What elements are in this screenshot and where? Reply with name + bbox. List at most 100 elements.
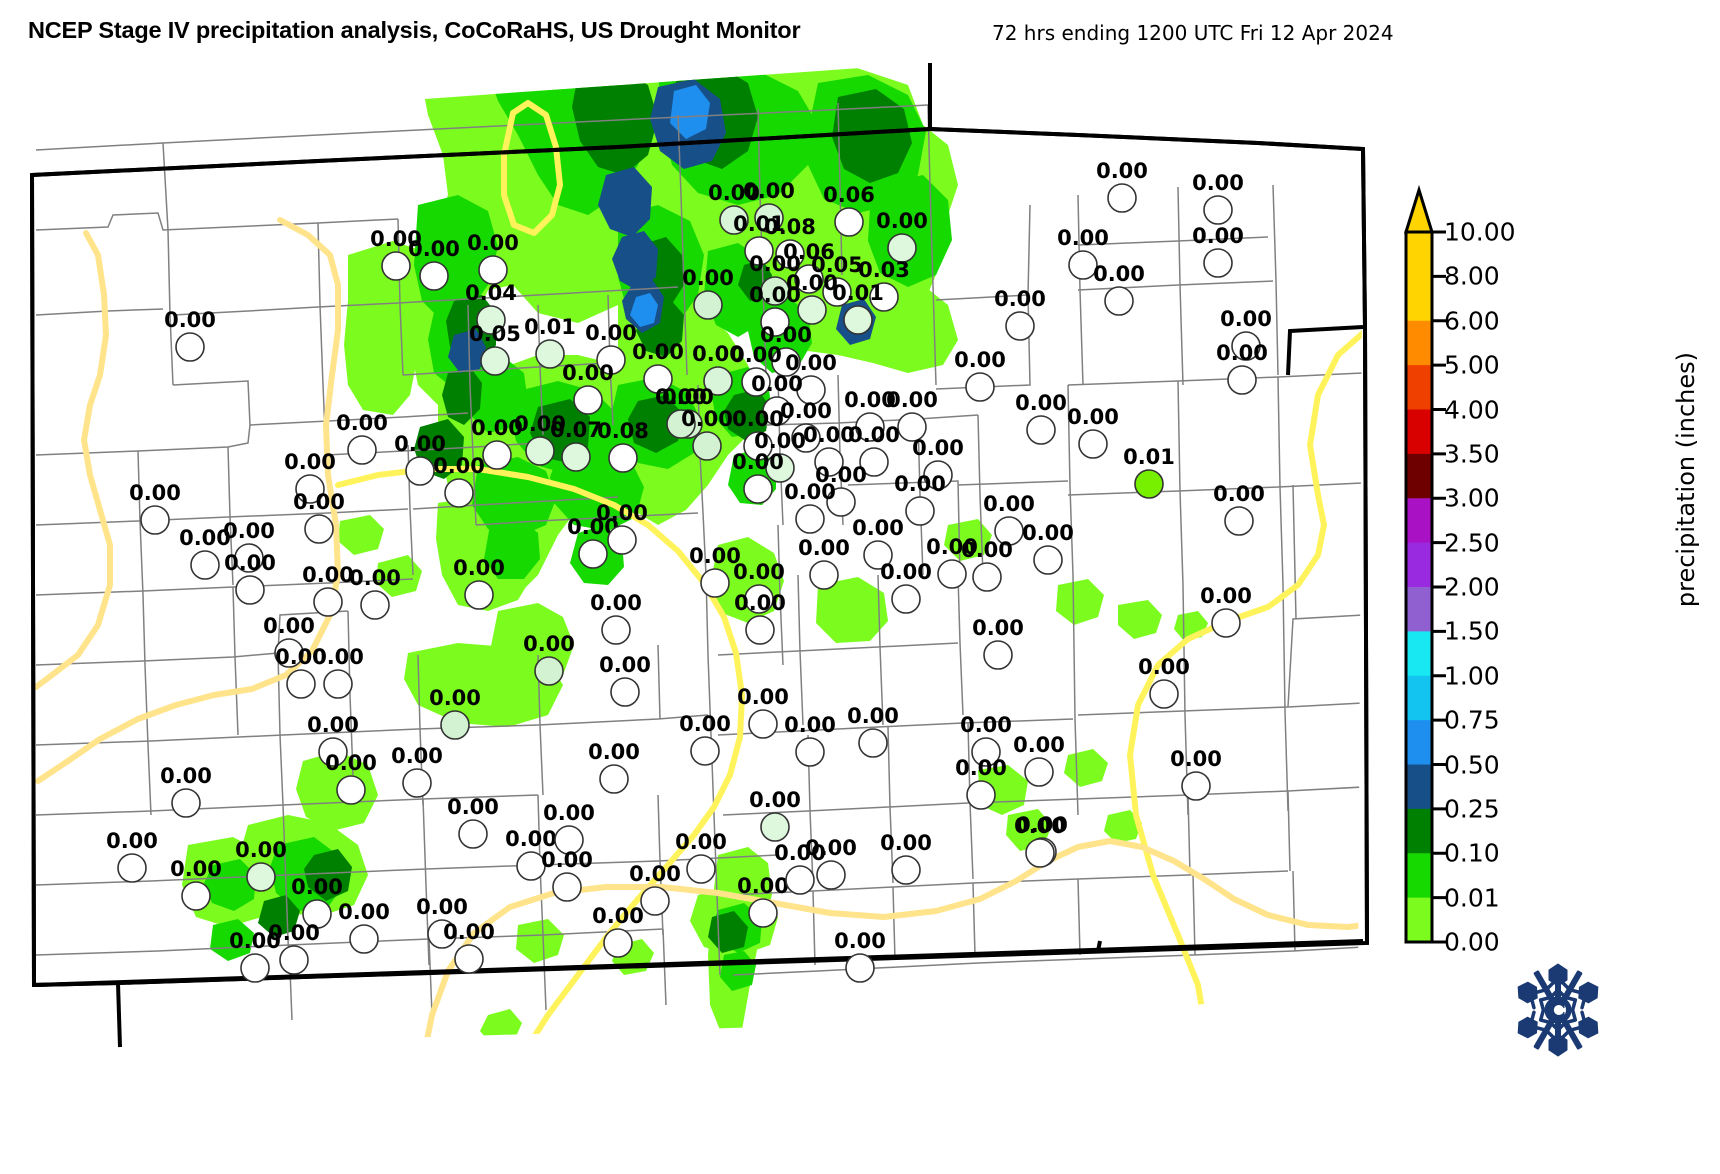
station-marker[interactable]: 0.00 bbox=[880, 831, 932, 885]
station-marker[interactable]: 0.00 bbox=[585, 321, 637, 375]
station-marker[interactable]: 0.00 bbox=[675, 830, 727, 884]
station-marker[interactable]: 0.00 bbox=[179, 526, 231, 580]
station-marker[interactable]: 0.00 bbox=[780, 399, 832, 453]
station-marker[interactable]: 0.00 bbox=[983, 492, 1035, 546]
station-marker[interactable]: 0.00 bbox=[749, 252, 801, 306]
station-marker[interactable]: 0.00 bbox=[708, 181, 760, 235]
station-marker[interactable]: 0.00 bbox=[1096, 159, 1148, 213]
station-marker[interactable]: 0.00 bbox=[1200, 584, 1252, 638]
station-marker[interactable]: 0.00 bbox=[815, 463, 867, 517]
station-marker[interactable]: 0.00 bbox=[471, 416, 523, 470]
station-marker[interactable]: 0.00 bbox=[370, 227, 422, 281]
station-marker[interactable]: 0.00 bbox=[394, 432, 446, 486]
station-marker[interactable]: 0.00 bbox=[567, 515, 619, 569]
station-marker[interactable]: 0.00 bbox=[784, 480, 836, 534]
station-marker[interactable]: 0.00 bbox=[1192, 224, 1244, 278]
station-marker[interactable]: 0.00 bbox=[391, 744, 443, 798]
station-marker[interactable]: 0.00 bbox=[743, 179, 795, 233]
station-marker[interactable]: 0.00 bbox=[852, 516, 904, 570]
station-marker[interactable]: 0.00 bbox=[834, 929, 886, 983]
station-marker[interactable]: 0.05 bbox=[469, 322, 521, 376]
station-marker[interactable]: 0.00 bbox=[760, 323, 812, 377]
station-marker[interactable]: 0.05 bbox=[811, 253, 863, 307]
station-marker[interactable]: 0.00 bbox=[912, 436, 964, 490]
station-marker[interactable]: 0.00 bbox=[751, 372, 803, 426]
station-marker[interactable]: 0.00 bbox=[562, 361, 614, 415]
station-marker[interactable]: 0.00 bbox=[1015, 391, 1067, 445]
station-marker[interactable]: 0.00 bbox=[632, 340, 684, 394]
station-marker[interactable]: 0.00 bbox=[523, 632, 575, 686]
station-marker[interactable]: 0.00 bbox=[599, 653, 651, 707]
station-marker[interactable]: 0.00 bbox=[682, 266, 734, 320]
station-marker[interactable]: 0.00 bbox=[443, 920, 495, 974]
station-marker[interactable]: 0.00 bbox=[291, 875, 343, 929]
station-marker[interactable]: 0.00 bbox=[844, 388, 896, 442]
station-marker[interactable]: 0.00 bbox=[164, 308, 216, 362]
station-marker[interactable]: 0.00 bbox=[1057, 226, 1109, 280]
station-marker[interactable]: 0.00 bbox=[129, 481, 181, 535]
station-marker[interactable]: 0.00 bbox=[847, 704, 899, 758]
station-marker[interactable]: 0.01 bbox=[524, 315, 576, 369]
station-marker[interactable]: 0.00 bbox=[803, 423, 855, 477]
station-marker[interactable]: 0.00 bbox=[886, 388, 938, 442]
station-marker[interactable]: 0.00 bbox=[880, 560, 932, 614]
station-marker[interactable]: 0.00 bbox=[926, 535, 978, 589]
station-marker[interactable]: 0.00 bbox=[224, 551, 276, 605]
station-marker[interactable]: 0.00 bbox=[749, 788, 801, 842]
station-marker[interactable]: 0.00 bbox=[302, 563, 354, 617]
station-marker[interactable]: 0.00 bbox=[293, 490, 345, 544]
station-marker[interactable]: 0.00 bbox=[325, 751, 377, 805]
station-marker[interactable]: 0.00 bbox=[785, 351, 837, 405]
station-marker[interactable]: 0.00 bbox=[876, 209, 928, 263]
station-marker[interactable]: 0.00 bbox=[275, 645, 327, 699]
station-marker[interactable]: 0.01 bbox=[832, 281, 884, 335]
station-marker[interactable]: 0.00 bbox=[955, 756, 1007, 810]
station-marker[interactable]: 0.00 bbox=[692, 342, 744, 396]
station-marker[interactable]: 0.01 bbox=[1123, 445, 1175, 499]
station-marker[interactable]: 0.00 bbox=[732, 407, 784, 461]
station-marker[interactable]: 0.00 bbox=[543, 801, 595, 855]
station-marker[interactable]: 0.00 bbox=[737, 874, 789, 928]
station-marker[interactable]: 0.07 bbox=[550, 418, 602, 472]
station-marker[interactable]: 0.00 bbox=[467, 231, 519, 285]
station-marker[interactable]: 0.00 bbox=[106, 829, 158, 883]
station-marker[interactable]: 0.00 bbox=[160, 764, 212, 818]
station-marker[interactable]: 0.08 bbox=[764, 215, 816, 269]
station-marker[interactable]: 0.00 bbox=[774, 841, 826, 895]
station-marker[interactable]: 0.00 bbox=[223, 519, 275, 573]
station-marker[interactable]: 0.00 bbox=[960, 713, 1012, 767]
station-marker[interactable]: 0.00 bbox=[1093, 262, 1145, 316]
station-marker[interactable]: 0.00 bbox=[453, 556, 505, 610]
station-marker[interactable]: 0.00 bbox=[1170, 747, 1222, 801]
station-marker[interactable]: 0.00 bbox=[588, 740, 640, 794]
station-marker[interactable]: 0.00 bbox=[681, 407, 733, 461]
station-marker[interactable]: 0.00 bbox=[1213, 482, 1265, 536]
station-marker[interactable]: 0.00 bbox=[170, 857, 222, 911]
station-marker[interactable]: 0.00 bbox=[848, 423, 900, 477]
station-marker[interactable]: 0.00 bbox=[786, 271, 838, 325]
station-marker[interactable]: 0.00 bbox=[263, 614, 315, 668]
station-marker[interactable]: 0.00 bbox=[284, 450, 336, 504]
station-marker[interactable]: 0.00 bbox=[629, 862, 681, 916]
station-marker[interactable]: 0.00 bbox=[754, 429, 806, 483]
station-marker[interactable]: 0.00 bbox=[1014, 814, 1066, 868]
station-marker[interactable]: 0.04 bbox=[465, 281, 517, 335]
station-marker[interactable]: 0.00 bbox=[1192, 171, 1244, 225]
station-marker[interactable]: 0.00 bbox=[798, 536, 850, 590]
station-marker[interactable]: 0.00 bbox=[961, 538, 1013, 592]
station-marker[interactable]: 0.00 bbox=[268, 921, 320, 975]
station-marker[interactable]: 0.00 bbox=[505, 827, 557, 881]
station-marker[interactable]: 0.00 bbox=[689, 544, 741, 598]
station-marker[interactable]: 0.00 bbox=[733, 560, 785, 614]
station-marker[interactable]: 0.00 bbox=[805, 836, 857, 890]
station-marker[interactable]: 0.00 bbox=[679, 712, 731, 766]
station-marker[interactable]: 0.00 bbox=[312, 645, 364, 699]
station-marker[interactable]: 0.00 bbox=[307, 713, 359, 767]
station-marker[interactable]: 0.06 bbox=[823, 183, 875, 237]
station-marker[interactable]: 0.00 bbox=[1067, 405, 1119, 459]
station-marker[interactable]: 0.00 bbox=[590, 591, 642, 645]
station-marker[interactable]: 0.00 bbox=[336, 411, 388, 465]
station-marker[interactable]: 0.00 bbox=[1022, 521, 1074, 575]
station-marker[interactable]: 0.00 bbox=[784, 713, 836, 767]
station-marker[interactable]: 0.00 bbox=[1216, 341, 1268, 395]
